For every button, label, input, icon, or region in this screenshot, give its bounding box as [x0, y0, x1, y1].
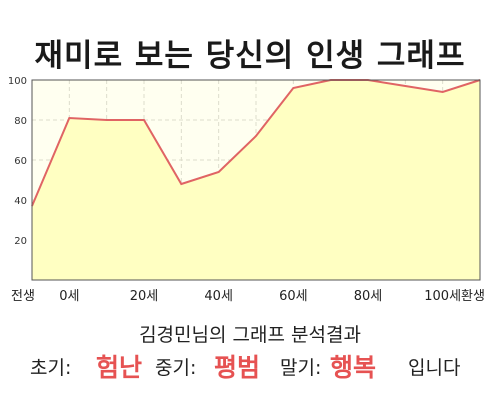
life-graph-chart: 20 40 60 80 100 전생 0세 20세 40세 60세 80세 100세 환생 — [8, 76, 485, 304]
chart-title: 재미로 보는 당신의 인생 그래프 — [34, 38, 466, 74]
y-tick-label: 60 — [14, 156, 27, 167]
y-tick-label: 20 — [14, 236, 27, 247]
y-tick-label: 100 — [8, 76, 27, 87]
x-tick-label: 80세 — [354, 289, 383, 304]
late-value: 행복 — [330, 353, 377, 382]
late-label: 말기: — [280, 357, 322, 379]
x-tick-label: 20세 — [130, 289, 159, 304]
analysis-summary: 김경민님의 그래프 분석결과 — [139, 324, 361, 346]
y-tick-label: 40 — [14, 196, 27, 207]
early-label: 초기: — [30, 357, 72, 379]
mid-value: 평범 — [214, 353, 261, 382]
y-axis-ticks: 20 40 60 80 100 — [8, 76, 27, 247]
plot-frame — [31, 79, 481, 281]
analysis-result: 초기: 험난 중기: 평범 말기: 행복 입니다 — [0, 343, 500, 383]
y-tick-label: 80 — [14, 116, 27, 127]
x-tick-label: 100세 — [424, 289, 461, 304]
life-line — [31, 79, 481, 207]
x-axis-ticks: 전생 0세 20세 40세 60세 80세 100세 환생 — [11, 289, 485, 304]
x-tick-label: 60세 — [279, 289, 308, 304]
x-tick-label: 환생 — [461, 289, 485, 304]
life-area-fill — [32, 80, 480, 280]
x-tick-label: 40세 — [204, 289, 233, 304]
early-value: 험난 — [96, 353, 143, 382]
x-tick-label: 0세 — [59, 289, 79, 304]
ending-text: 입니다 — [408, 357, 461, 379]
x-tick-label: 전생 — [11, 289, 35, 304]
mid-label: 중기: — [155, 357, 197, 379]
